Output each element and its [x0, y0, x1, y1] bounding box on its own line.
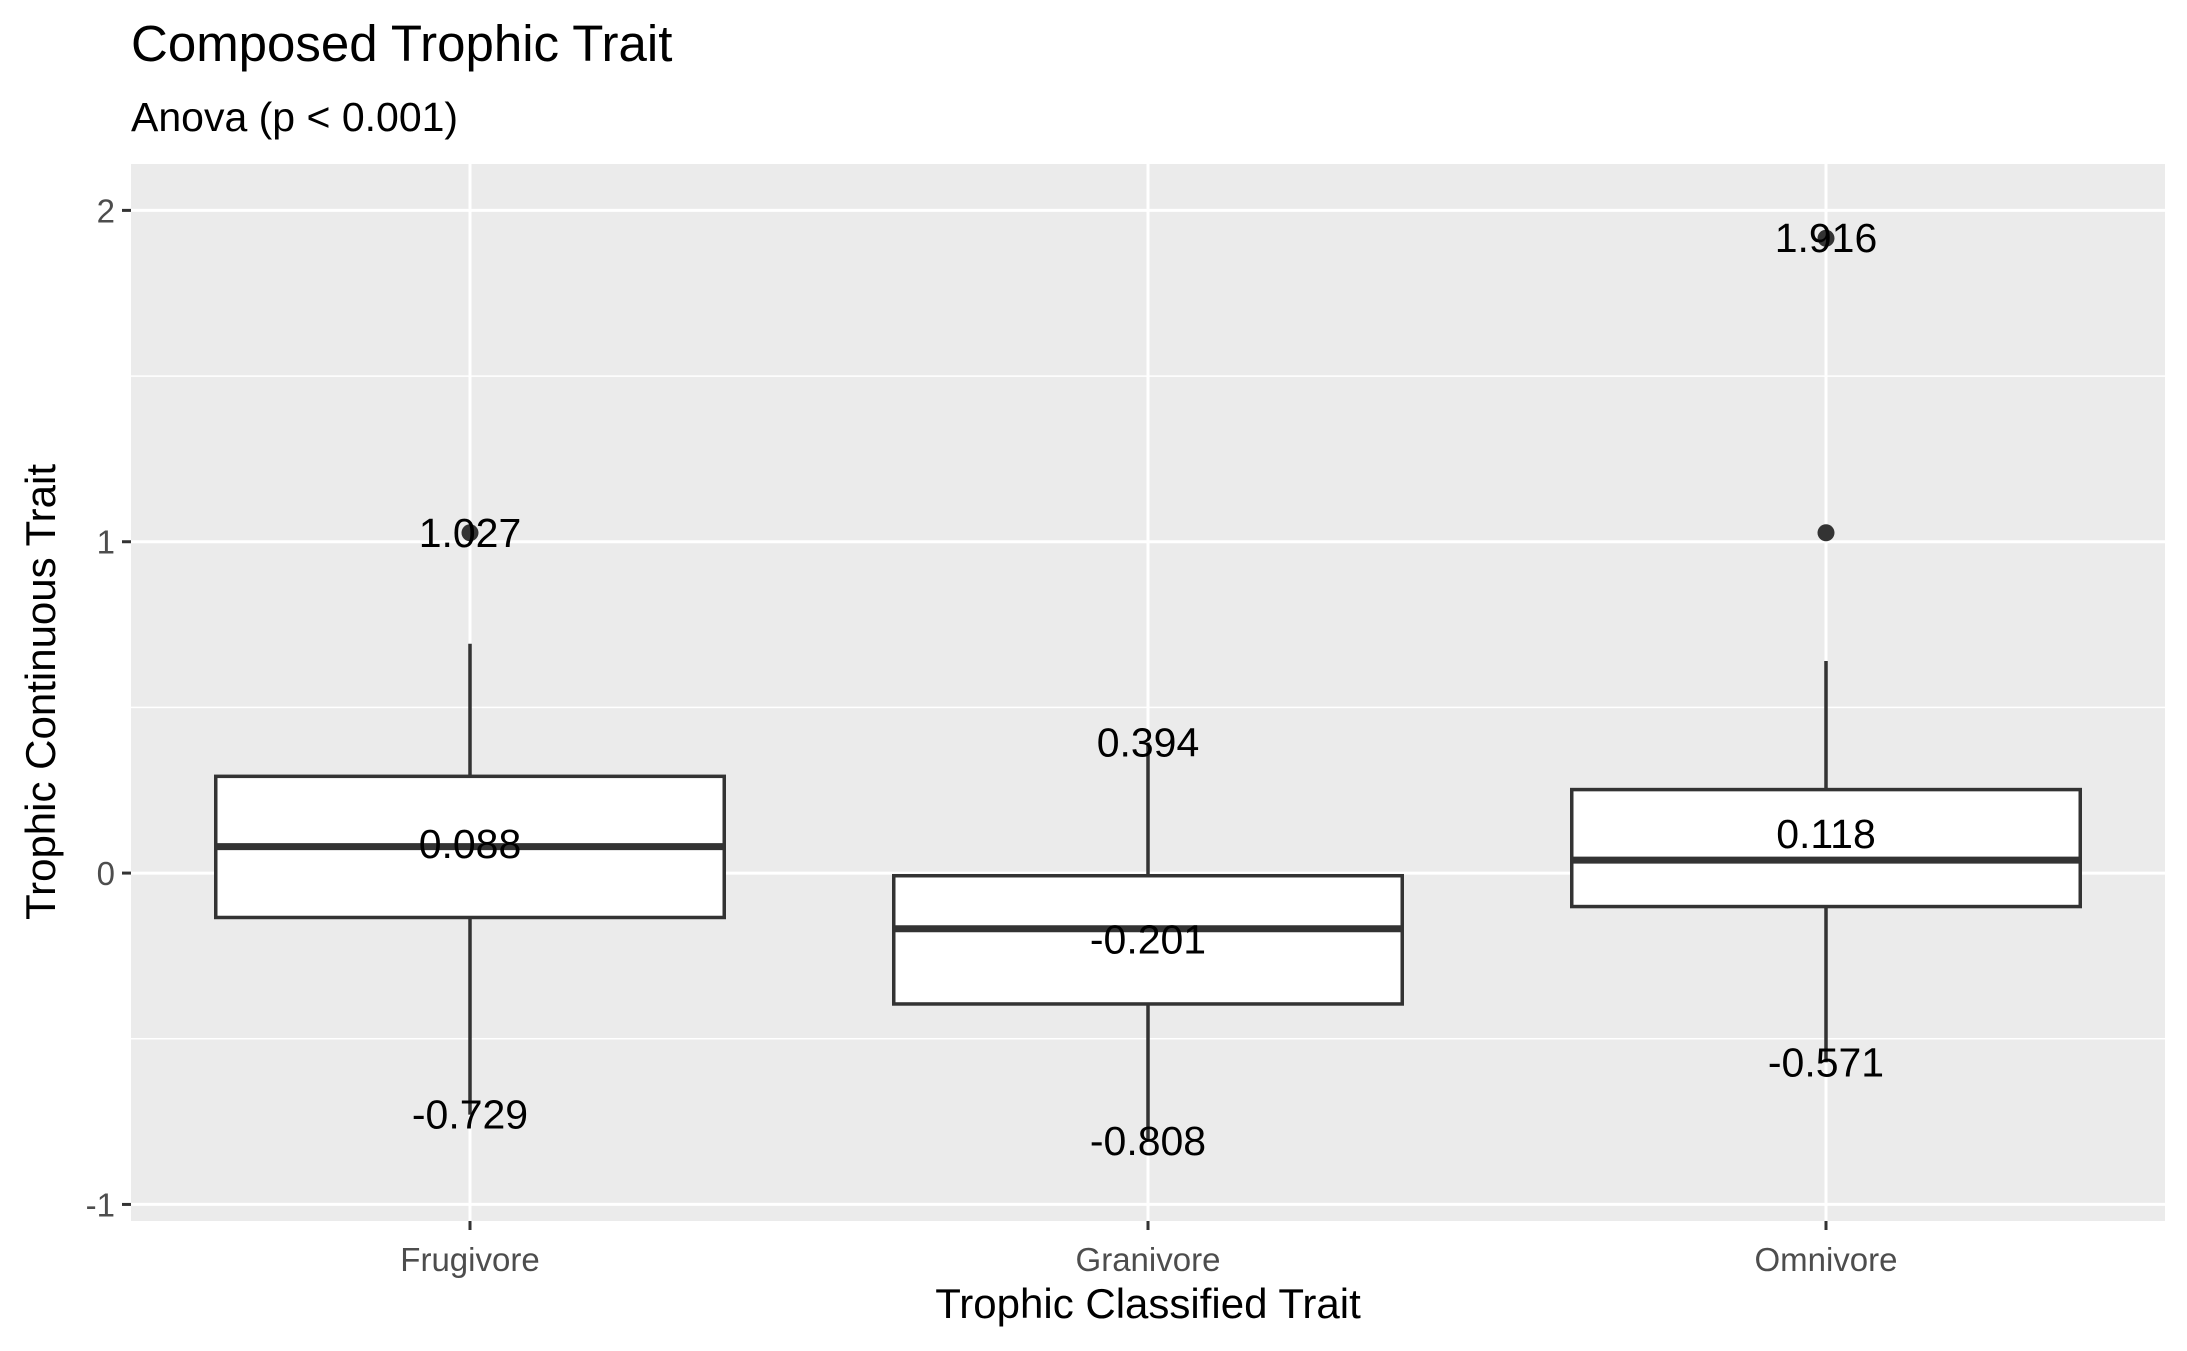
data-label: -0.571 — [1768, 1039, 1884, 1085]
data-label: 0.088 — [419, 821, 522, 867]
outlier-point — [461, 524, 479, 542]
data-label: 1.916 — [1775, 215, 1878, 261]
outlier-point — [1817, 229, 1835, 247]
box-omnivore — [1570, 229, 2082, 1063]
y-tick-label: -1 — [86, 1186, 115, 1223]
y-axis: -1 0 1 2 — [86, 192, 131, 1223]
box-frugivore — [214, 524, 726, 1115]
y-tick-label: 0 — [97, 855, 115, 892]
x-tick-label: Granivore — [1076, 1241, 1221, 1278]
y-axis-title: Trophic Continuous Trait — [17, 464, 64, 920]
y-tick-label: 1 — [97, 524, 115, 561]
y-tick-label: 2 — [97, 192, 115, 229]
box-granivore — [892, 742, 1404, 1141]
x-axis: Frugivore Granivore Omnivore — [400, 1221, 1898, 1278]
x-axis-title: Trophic Classified Trait — [935, 1280, 1361, 1327]
data-label: -0.201 — [1090, 917, 1206, 963]
data-label: 0.394 — [1097, 720, 1200, 766]
data-label: 0.118 — [1776, 811, 1876, 857]
box-body — [892, 873, 1404, 1006]
box-body — [1570, 787, 2082, 909]
data-label: -0.729 — [412, 1092, 528, 1138]
x-tick-label: Frugivore — [400, 1241, 539, 1278]
chart-subtitle: Anova (p < 0.001) — [131, 94, 458, 140]
chart-title: Composed Trophic Trait — [131, 15, 672, 72]
x-tick-label: Omnivore — [1754, 1241, 1897, 1278]
data-label: 1.027 — [419, 510, 522, 556]
box-series — [214, 229, 2082, 1141]
data-label: -0.808 — [1090, 1118, 1206, 1164]
outlier-point — [1817, 524, 1835, 542]
data-labels: 1.027 0.088 -0.729 0.394 -0.201 -0.808 1.916 0.… — [412, 215, 1884, 1164]
